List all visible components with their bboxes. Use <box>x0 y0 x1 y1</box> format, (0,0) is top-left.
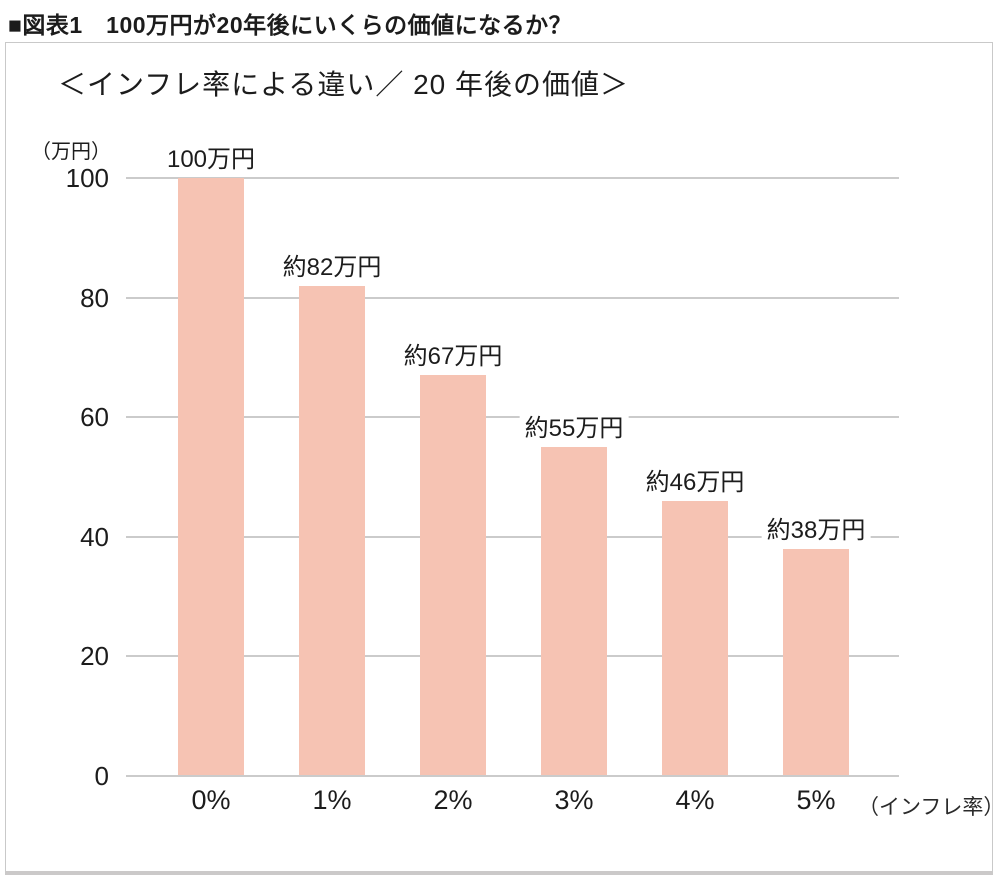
y-tick-label: 40 <box>80 521 109 552</box>
x-axis-unit-label: （インフレ率） <box>858 796 1000 819</box>
chart-subtitle: ＜インフレ率による違い／ 20 年後の価値＞ <box>58 69 630 100</box>
bar-value-label: 100万円 <box>161 146 261 174</box>
y-tick-label: 0 <box>94 761 109 791</box>
y-tick-label: 100 <box>65 163 109 193</box>
y-tick-label: 20 <box>80 641 109 672</box>
y-tick-label: 80 <box>80 282 109 313</box>
bar-2pct <box>420 375 486 776</box>
bar-4pct <box>662 500 728 776</box>
x-tick-label: 1% <box>312 785 352 815</box>
bar-1pct <box>299 285 365 776</box>
y-axis-unit-label: （万円） <box>31 141 111 163</box>
bar-5pct <box>783 548 849 776</box>
figure-title: ■図表1 100万円が20年後にいくらの価値になるか？ <box>8 12 573 38</box>
gridline <box>126 296 899 299</box>
bar-0pct <box>178 178 244 776</box>
bar-value-label: 約46万円 <box>640 468 750 497</box>
bar-3pct <box>541 447 607 776</box>
bar-value-label: 約55万円 <box>519 415 629 444</box>
x-tick-label: 0% <box>191 785 231 815</box>
y-tick-label: 60 <box>80 402 109 433</box>
gridline <box>126 535 899 538</box>
gridline <box>126 416 899 419</box>
x-tick-label: 3% <box>554 785 594 815</box>
gridline <box>126 177 899 179</box>
bar-value-label: 約82万円 <box>277 253 387 282</box>
x-tick-label: 2% <box>433 785 473 815</box>
gridline <box>126 655 899 658</box>
bar-value-label: 約67万円 <box>398 343 508 372</box>
x-tick-label: 4% <box>675 785 715 815</box>
chart-panel: ＜インフレ率による違い／ 20 年後の価値＞ （万円） 0 20 40 60 80 100… <box>5 42 1000 875</box>
bar-value-label: 約38万円 <box>761 516 871 545</box>
x-tick-label: 5% <box>796 785 836 815</box>
x-axis-baseline <box>126 775 899 777</box>
